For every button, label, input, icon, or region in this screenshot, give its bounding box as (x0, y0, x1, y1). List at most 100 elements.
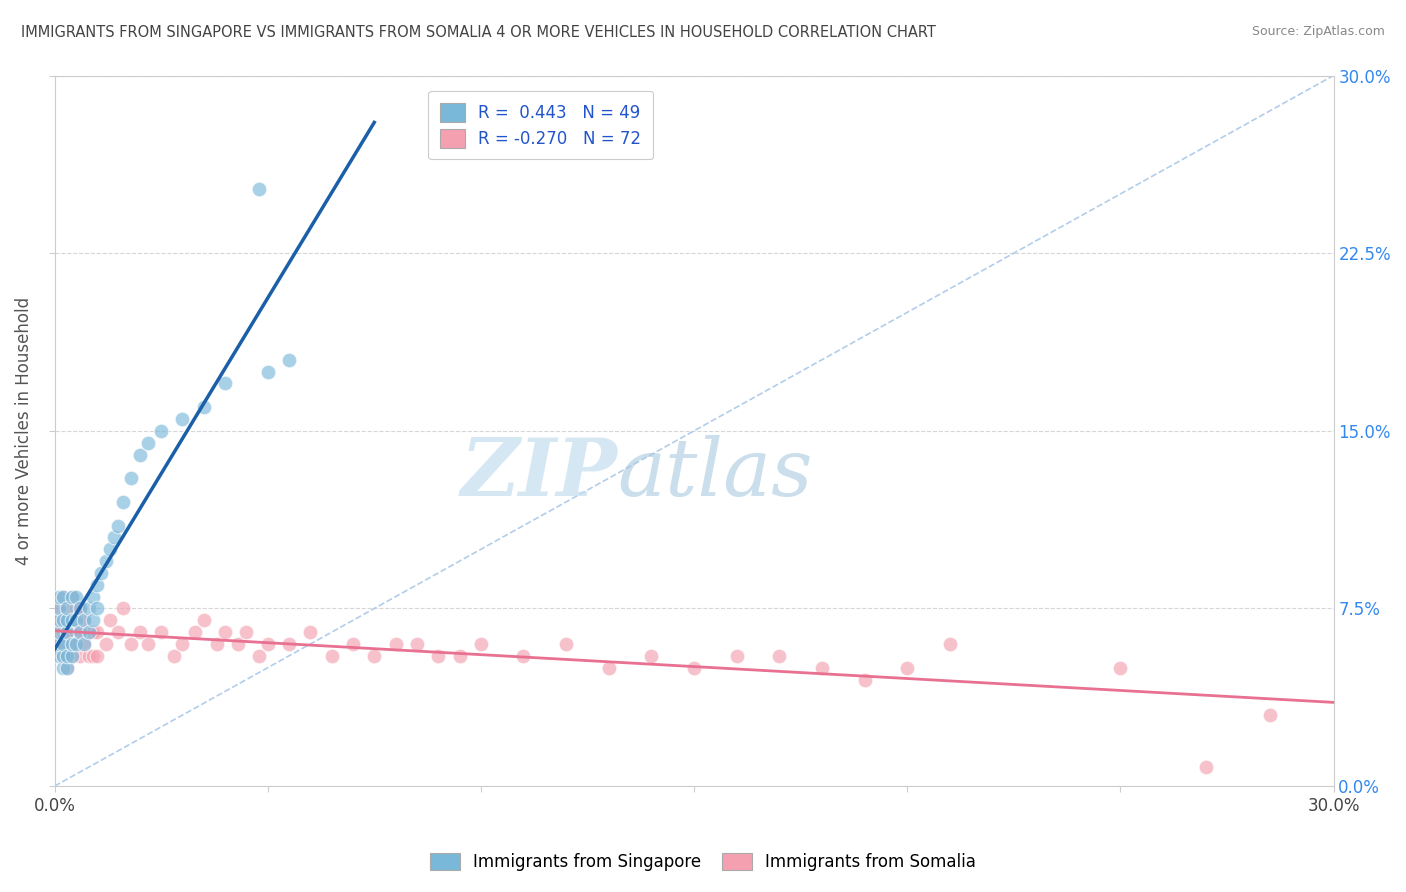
Point (107, 518, 129, 533)
Point (86, 648, 108, 663)
Point (363, 648, 385, 663)
Point (247, 182, 270, 196)
Point (52, 590, 75, 604)
Point (60, 590, 83, 604)
Point (60, 648, 83, 663)
Point (120, 637, 142, 651)
Point (111, 601, 134, 615)
Text: Source: ZipAtlas.com: Source: ZipAtlas.com (1251, 25, 1385, 38)
Point (86, 625, 108, 640)
Point (56, 601, 79, 615)
Point (48, 601, 70, 615)
Point (52, 637, 75, 651)
Point (65, 590, 87, 604)
Point (60, 637, 83, 651)
Point (128, 448, 150, 462)
Point (107, 625, 129, 640)
Point (103, 530, 125, 544)
Point (48, 625, 70, 640)
Point (82, 648, 104, 663)
Point (342, 637, 364, 651)
Legend: Immigrants from Singapore, Immigrants from Somalia: Immigrants from Singapore, Immigrants fr… (422, 845, 984, 880)
Point (150, 424, 173, 438)
Point (77, 648, 100, 663)
Point (384, 637, 406, 651)
Point (52, 590, 75, 604)
Point (56, 613, 79, 627)
Point (65, 613, 87, 627)
Point (60, 637, 83, 651)
Point (86, 578, 108, 592)
Point (184, 625, 207, 640)
Point (896, 661, 918, 675)
Point (247, 648, 270, 663)
Point (768, 648, 790, 663)
Point (725, 648, 748, 663)
Point (150, 625, 173, 640)
Point (48, 648, 70, 663)
Point (56, 625, 79, 640)
Point (90, 566, 112, 580)
Point (65, 625, 87, 640)
Point (77, 625, 100, 640)
Point (427, 648, 450, 663)
Point (1109, 661, 1132, 675)
Point (512, 648, 534, 663)
Point (52, 661, 75, 675)
Point (56, 648, 79, 663)
Point (278, 637, 301, 651)
Point (555, 637, 578, 651)
Point (82, 590, 104, 604)
Point (449, 648, 471, 663)
Point (1258, 708, 1281, 723)
Point (56, 648, 79, 663)
Point (48, 637, 70, 651)
Text: atlas: atlas (617, 434, 813, 512)
Text: IMMIGRANTS FROM SINGAPORE VS IMMIGRANTS FROM SOMALIA 4 OR MORE VEHICLES IN HOUSE: IMMIGRANTS FROM SINGAPORE VS IMMIGRANTS … (21, 25, 936, 40)
Point (214, 625, 236, 640)
Point (52, 648, 75, 663)
Point (56, 661, 79, 675)
Point (56, 661, 79, 675)
Point (65, 637, 87, 651)
Point (235, 625, 257, 640)
Point (52, 625, 75, 640)
Point (56, 625, 79, 640)
Point (111, 495, 134, 509)
Point (69, 648, 91, 663)
Point (77, 625, 100, 640)
Text: ZIP: ZIP (460, 434, 617, 512)
Point (48, 601, 70, 615)
Point (214, 376, 236, 391)
Point (60, 648, 83, 663)
Point (172, 412, 194, 426)
Point (811, 661, 834, 675)
Point (853, 673, 876, 687)
Point (406, 637, 429, 651)
Point (48, 613, 70, 627)
Point (470, 637, 492, 651)
Point (73, 637, 96, 651)
Point (640, 648, 662, 663)
Point (683, 661, 706, 675)
Point (94, 637, 117, 651)
Point (82, 613, 104, 627)
Point (48, 637, 70, 651)
Point (256, 637, 278, 651)
Point (69, 601, 91, 615)
Point (77, 601, 100, 615)
Point (163, 648, 186, 663)
Point (321, 648, 343, 663)
Point (193, 400, 215, 414)
Point (278, 352, 301, 367)
Point (1194, 760, 1216, 774)
Point (939, 637, 962, 651)
Point (52, 648, 75, 663)
Point (73, 613, 96, 627)
Point (60, 613, 83, 627)
Point (48, 590, 70, 604)
Point (136, 435, 159, 450)
Y-axis label: 4 or more Vehicles in Household: 4 or more Vehicles in Household (15, 297, 32, 565)
Point (69, 601, 91, 615)
Point (69, 625, 91, 640)
